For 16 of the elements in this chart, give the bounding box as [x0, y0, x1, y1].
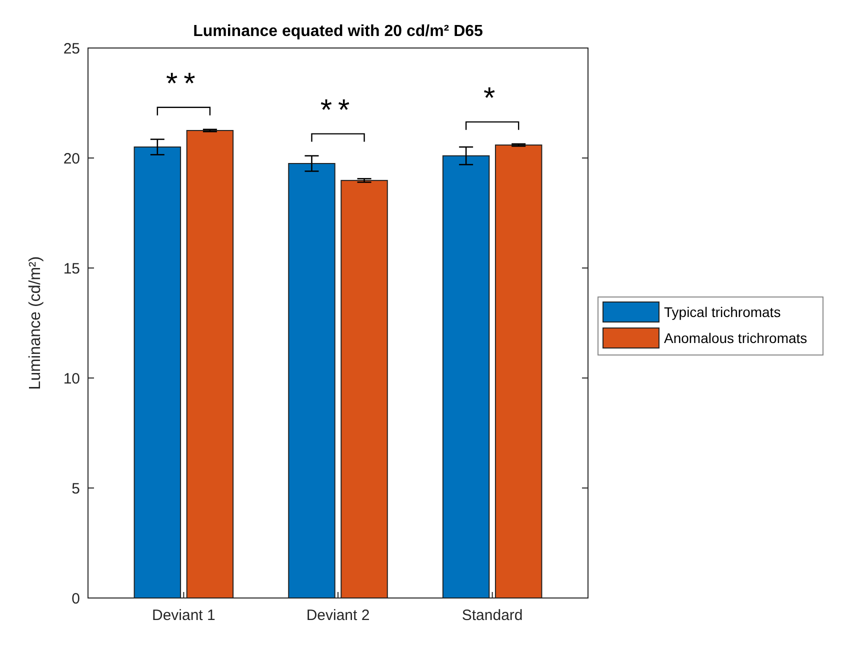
chart-title: Luminance equated with 20 cd/m² D65 [193, 23, 484, 40]
x-tick-label: Deviant 2 [306, 607, 370, 624]
y-tick-label: 0 [72, 590, 80, 608]
y-tick-label: 10 [63, 370, 80, 388]
y-tick-label: 5 [72, 480, 80, 498]
annotation: ** [320, 94, 356, 127]
legend-label: Anomalous trichromats [664, 330, 808, 346]
y-axis-title: Luminance (cd/m²) [27, 256, 44, 390]
y-tick-label: 15 [63, 260, 80, 278]
annotation: * [483, 82, 502, 115]
x-tick-label: Standard [462, 607, 523, 624]
y-tick-label: 25 [63, 40, 80, 58]
y-tick-label: 20 [63, 150, 80, 168]
legend-label: Typical trichromats [664, 304, 781, 320]
x-tick-label: Deviant 1 [152, 607, 216, 624]
annotation: ** [166, 67, 202, 100]
